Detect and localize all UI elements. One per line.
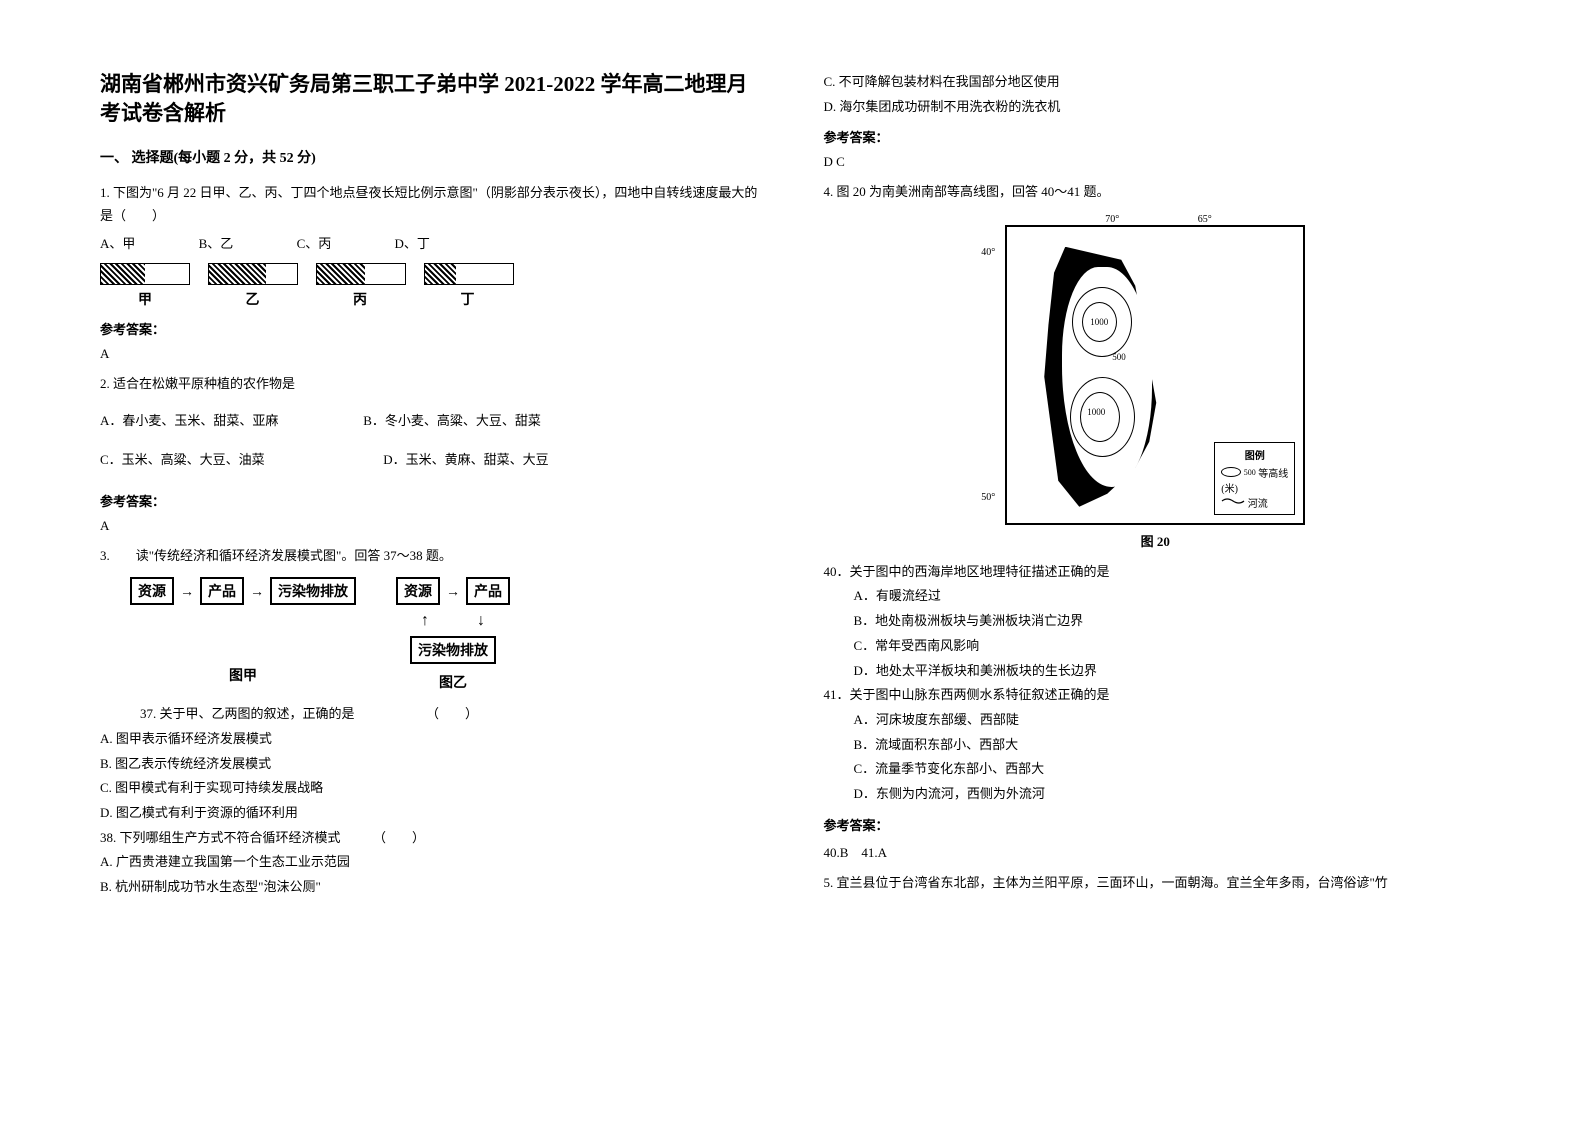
contour-label: 1000 — [1090, 317, 1108, 327]
q40-opt-c: C．常年受西南风影响 — [824, 634, 1488, 659]
q1-opt-d: D、丁 — [394, 232, 429, 255]
map-legend: 图例 500 等高线 (米) 河流 — [1214, 442, 1295, 515]
q1-opt-a: A、甲 — [100, 232, 135, 255]
arrow-up-icon: ↑ ↓ — [396, 611, 510, 630]
map-caption: 图 20 — [824, 531, 1488, 550]
right-column: C. 不可降解包装材料在我国部分地区使用 D. 海尔集团成功研制不用洗衣粉的洗衣… — [824, 70, 1488, 900]
q41-opt-b: B．流域面积东部小、西部大 — [824, 733, 1488, 758]
legend-title: 图例 — [1221, 447, 1288, 462]
q2-opt-c: C．玉米、高粱、大豆、油菜 — [100, 448, 380, 473]
q40-opt-d: D．地处太平洋板块和美洲板块的生长边界 — [824, 659, 1488, 684]
q2-opt-b: B．冬小麦、高粱、大豆、甜菜 — [363, 413, 541, 428]
q37-opt-c: C. 图甲模式有利于实现可持续发展战略 — [100, 776, 764, 801]
contour-icon — [1221, 467, 1241, 477]
legend-river: 河流 — [1248, 499, 1268, 510]
q1-answer: A — [100, 346, 764, 362]
q1-diagram-labels: 甲 乙 丙 丁 — [100, 289, 764, 309]
q40-stem: 40．关于图中的西海岸地区地理特征描述正确的是 — [824, 560, 1488, 585]
river-icon — [1221, 496, 1245, 509]
legend-contour-row: 500 等高线 (米) — [1221, 465, 1288, 495]
q38-opt-d: D. 海尔集团成功研制不用洗衣粉的洗衣机 — [824, 95, 1488, 120]
q3-answer: D C — [824, 154, 1488, 170]
q2-stem: 2. 适合在松嫩平原种植的农作物是 — [100, 372, 764, 395]
flow-r-waste: 污染物排放 — [410, 636, 496, 664]
flow-r-label: 图乙 — [396, 672, 510, 692]
legend-contour-sym: 500 — [1244, 468, 1256, 477]
dn-label-a: 甲 — [100, 289, 190, 309]
flow-l-product: 产品 — [200, 577, 244, 605]
q5-stem: 5. 宜兰县位于台湾省东北部，主体为兰阳平原，三面环山，一面朝海。宜兰全年多雨，… — [824, 871, 1488, 894]
exam-page: 湖南省郴州市资兴矿务局第三职工子弟中学 2021-2022 学年高二地理月考试卷… — [100, 70, 1487, 900]
q2-opt-d: D．玉米、黄麻、甜菜、大豆 — [383, 452, 548, 467]
dn-label-c: 丙 — [315, 289, 405, 309]
left-column: 湖南省郴州市资兴矿务局第三职工子弟中学 2021-2022 学年高二地理月考试卷… — [100, 70, 764, 900]
arrow-icon: → — [180, 585, 194, 600]
flow-right: 资源 → 产品 ↑ ↓ 污染物排放 图乙 — [396, 577, 510, 692]
q1-opt-b: B、乙 — [199, 232, 234, 255]
dn-box-a — [100, 263, 190, 285]
q1-stem: 1. 下图为"6 月 22 日甲、乙、丙、丁四个地点昼夜长短比例示意图"（阴影部… — [100, 181, 764, 228]
q37-opt-a: A. 图甲表示循环经济发展模式 — [100, 727, 764, 752]
q37-stem: 37. 关于甲、乙两图的叙述，正确的是 （ ） — [100, 702, 764, 727]
flow-left-row: 资源 → 产品 → 污染物排放 — [130, 577, 356, 605]
q1-opt-c: C、丙 — [297, 232, 332, 255]
q38-opt-b: B. 杭州研制成功节水生态型"泡沫公厕" — [100, 875, 764, 900]
section-one-header: 一、 选择题(每小题 2 分，共 52 分) — [100, 147, 764, 167]
q4-stem: 4. 图 20 为南美洲南部等高线图，回答 40～41 题。 — [824, 180, 1488, 203]
q38-stem: 38. 下列哪组生产方式不符合循环经济模式 （ ） — [100, 826, 764, 851]
dn-label-b: 乙 — [208, 289, 298, 309]
q3-stem: 3. 读"传统经济和循环经济发展模式图"。回答 37～38 题。 — [100, 544, 764, 567]
contour-line — [1080, 392, 1120, 442]
q41-opt-d: D．东侧为内流河，西侧为外流河 — [824, 782, 1488, 807]
contour-label: 500 — [1057, 462, 1071, 472]
q4-answer-label: 参考答案： — [824, 815, 1488, 834]
flow-l-label: 图甲 — [130, 665, 356, 685]
q1-options: A、甲 B、乙 C、丙 D、丁 — [100, 232, 764, 255]
q1-answer-label: 参考答案： — [100, 319, 764, 338]
q2-answer-label: 参考答案： — [100, 491, 764, 510]
exam-title: 湖南省郴州市资兴矿务局第三职工子弟中学 2021-2022 学年高二地理月考试卷… — [100, 70, 764, 129]
flow-left: 资源 → 产品 → 污染物排放 图甲 — [130, 577, 356, 685]
flow-l-waste: 污染物排放 — [270, 577, 356, 605]
flow-l-resource: 资源 — [130, 577, 174, 605]
contour-label: 1000 — [1087, 407, 1105, 417]
map-lat-b: 50° — [981, 492, 995, 503]
flow-right-top: 资源 → 产品 — [396, 577, 510, 605]
q37-opt-d: D. 图乙模式有利于资源的循环利用 — [100, 801, 764, 826]
q2-opts-row1: A．春小麦、玉米、甜菜、亚麻 B．冬小麦、高粱、大豆、甜菜 — [100, 409, 764, 434]
q4-answer: 40.B 41.A — [824, 842, 1488, 861]
q38-opt-a: A. 广西贵港建立我国第一个生态工业示范园 — [100, 850, 764, 875]
q41-opt-a: A．河床坡度东部缓、西部陡 — [824, 708, 1488, 733]
q1-diagram — [100, 263, 764, 285]
map-lat-a: 40° — [981, 247, 995, 258]
q40-opt-a: A．有暖流经过 — [824, 584, 1488, 609]
q3-flow-diagram: 资源 → 产品 → 污染物排放 图甲 资源 → 产品 ↑ ↓ 污染物排放 — [100, 577, 764, 692]
q37-opt-b: B. 图乙表示传统经济发展模式 — [100, 752, 764, 777]
q4-map-container: 70° 65° 40° 50° 1000 500 1000 500 — [824, 214, 1488, 550]
map-lon-a: 70° — [1105, 214, 1195, 225]
q3-answer-label: 参考答案： — [824, 127, 1488, 146]
q2-opt-a: A．春小麦、玉米、甜菜、亚麻 — [100, 409, 360, 434]
flow-r-resource: 资源 — [396, 577, 440, 605]
dn-box-c — [316, 263, 406, 285]
q2-answer: A — [100, 518, 764, 534]
flow-right-bottom: 污染物排放 — [396, 636, 510, 664]
map-lon-b: 65° — [1198, 214, 1212, 225]
q38-opt-c: C. 不可降解包装材料在我国部分地区使用 — [824, 70, 1488, 95]
q41-stem: 41．关于图中山脉东西两侧水系特征叙述正确的是 — [824, 683, 1488, 708]
q2-opts-row2: C．玉米、高粱、大豆、油菜 D．玉米、黄麻、甜菜、大豆 — [100, 448, 764, 473]
dn-box-b — [208, 263, 298, 285]
q41-opt-c: C．流量季节变化东部小、西部大 — [824, 757, 1488, 782]
contour-label: 500 — [1112, 352, 1126, 362]
arrow-icon: → — [250, 585, 264, 600]
dn-box-d — [424, 263, 514, 285]
arrow-icon: → — [446, 585, 460, 600]
dn-label-d: 丁 — [423, 289, 513, 309]
q40-opt-b: B．地处南极洲板块与美洲板块消亡边界 — [824, 609, 1488, 634]
contour-map: 40° 50° 1000 500 1000 500 图例 — [1005, 225, 1305, 525]
flow-r-product: 产品 — [466, 577, 510, 605]
legend-river-row: 河流 — [1221, 495, 1288, 510]
